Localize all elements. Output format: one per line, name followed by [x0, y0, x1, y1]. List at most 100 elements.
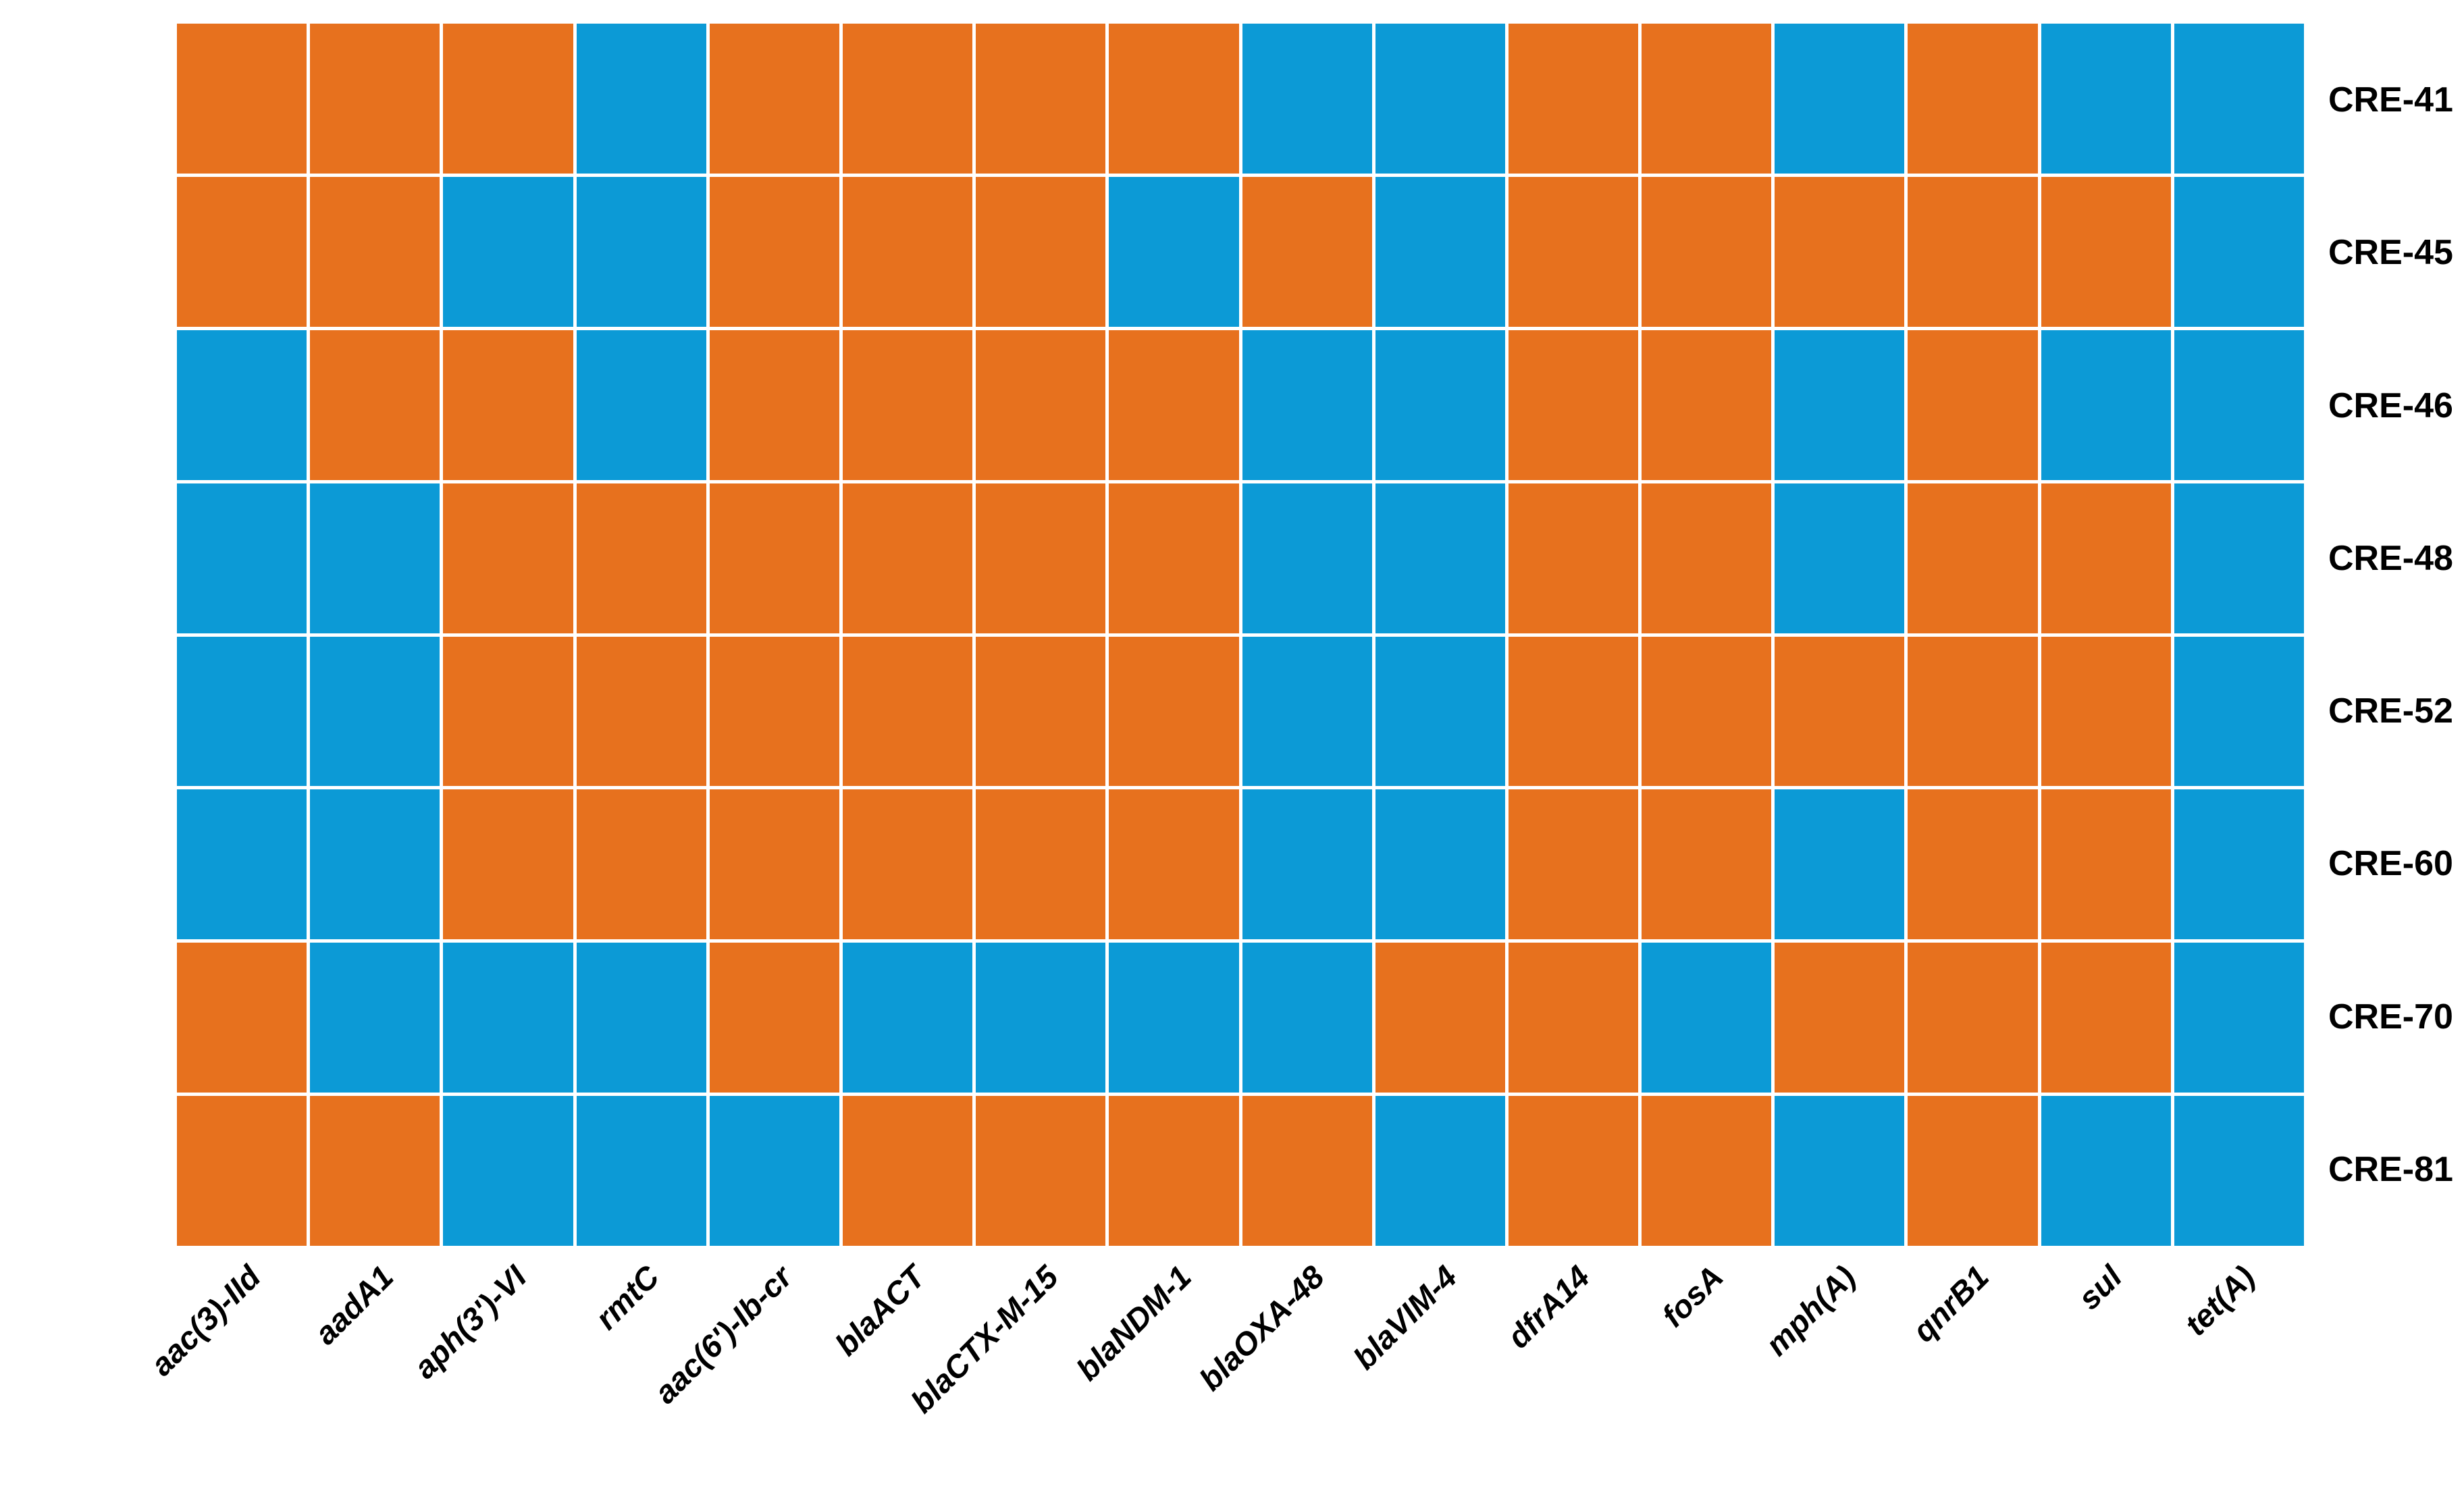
heatmap-cell: [709, 330, 839, 480]
heatmap-cell: [443, 176, 573, 327]
heatmap-cell: [709, 1096, 839, 1246]
heatmap-cell: [310, 24, 440, 174]
heatmap-cell: [1775, 636, 1905, 787]
heatmap-cell: [1775, 24, 1905, 174]
heatmap-cell: [1508, 943, 1639, 1093]
x-tick-label: blaOXA-48: [1192, 1258, 1331, 1398]
heatmap-cell: [1908, 1096, 2038, 1246]
heatmap-cell: [443, 943, 573, 1093]
heatmap-cell: [1242, 176, 1372, 327]
heatmap-cell: [2174, 24, 2304, 174]
heatmap-cell: [576, 24, 706, 174]
heatmap-cell: [1642, 1096, 1772, 1246]
heatmap-cell: [1642, 636, 1772, 787]
heatmap-cell: [1242, 483, 1372, 633]
y-tick-label: CRE-41: [2328, 80, 2453, 120]
y-tick-label: CRE-45: [2328, 233, 2453, 273]
heatmap-cell: [1508, 483, 1639, 633]
heatmap-cell: [2174, 176, 2304, 327]
heatmap-cell: [1375, 1096, 1505, 1246]
heatmap-cell: [1775, 1096, 1905, 1246]
x-tick-label: blaACT: [828, 1258, 933, 1363]
heatmap-cell: [1908, 789, 2038, 940]
heatmap-cell: [1109, 483, 1239, 633]
heatmap-cell: [177, 636, 307, 787]
heatmap-cell: [1908, 330, 2038, 480]
heatmap-cell: [2041, 789, 2171, 940]
x-tick-label: aph(3')-VI: [406, 1258, 533, 1386]
heatmap-cell: [1109, 330, 1239, 480]
heatmap-cell: [842, 789, 973, 940]
heatmap-cell: [842, 24, 973, 174]
heatmap-cell: [177, 483, 307, 633]
heatmap-cell: [842, 636, 973, 787]
heatmap-cell: [576, 483, 706, 633]
x-tick-label: aac(3)-IId: [143, 1258, 267, 1383]
heatmap-cell: [2041, 176, 2171, 327]
heatmap-cell: [443, 24, 573, 174]
heatmap-cell: [1242, 330, 1372, 480]
y-tick-label: CRE-52: [2328, 691, 2453, 731]
heatmap-cell: [976, 1096, 1106, 1246]
x-tick-label: sul: [2070, 1258, 2129, 1317]
x-tick-label: dfrA14: [1500, 1258, 1597, 1355]
heatmap-cell: [976, 636, 1106, 787]
heatmap-cell: [1775, 176, 1905, 327]
x-tick-label: blaNDM-1: [1069, 1258, 1198, 1388]
y-tick-label: CRE-81: [2328, 1149, 2453, 1189]
heatmap-cell: [576, 330, 706, 480]
heatmap-cell: [2041, 483, 2171, 633]
heatmap-cell: [1242, 24, 1372, 174]
heatmap-cell: [443, 483, 573, 633]
heatmap-cell: [310, 176, 440, 327]
y-tick-label: CRE-60: [2328, 844, 2453, 884]
heatmap-cell: [443, 1096, 573, 1246]
heatmap-cell: [310, 330, 440, 480]
heatmap-cell: [2174, 789, 2304, 940]
y-tick-label: CRE-48: [2328, 538, 2453, 578]
heatmap-cell: [976, 24, 1106, 174]
heatmap-cell: [1375, 789, 1505, 940]
x-tick-label: mph(A): [1758, 1258, 1863, 1363]
heatmap-cell: [1109, 636, 1239, 787]
heatmap-cell: [1375, 636, 1505, 787]
heatmap-cell: [1508, 330, 1639, 480]
heatmap-cell: [576, 943, 706, 1093]
heatmap-cell: [976, 330, 1106, 480]
x-tick-label: qnrB1: [1905, 1258, 1996, 1349]
heatmap-cell: [1242, 1096, 1372, 1246]
heatmap-cell: [443, 789, 573, 940]
heatmap-cell: [1908, 943, 2038, 1093]
x-tick-label: aac(6')-Ib-cr: [647, 1258, 800, 1411]
heatmap-cell: [1109, 176, 1239, 327]
heatmap-cell: [2041, 24, 2171, 174]
heatmap-cell: [1908, 176, 2038, 327]
heatmap-cell: [1508, 789, 1639, 940]
heatmap-cell: [2174, 943, 2304, 1093]
heatmap-cell: [177, 24, 307, 174]
heatmap-cell: [177, 176, 307, 327]
heatmap-cell: [1109, 1096, 1239, 1246]
heatmap-cell: [310, 789, 440, 940]
heatmap-cell: [976, 483, 1106, 633]
heatmap-cell: [1642, 483, 1772, 633]
heatmap-cell: [842, 330, 973, 480]
heatmap-cell: [2174, 330, 2304, 480]
heatmap-cell: [1908, 636, 2038, 787]
heatmap-cell: [976, 943, 1106, 1093]
x-tick-label: aadA1: [307, 1258, 400, 1352]
heatmap-cell: [842, 1096, 973, 1246]
heatmap-grid: [177, 24, 2304, 1246]
heatmap-cell: [709, 789, 839, 940]
heatmap-cell: [1508, 24, 1639, 174]
heatmap-cell: [177, 330, 307, 480]
heatmap-cell: [576, 636, 706, 787]
heatmap-cell: [842, 943, 973, 1093]
heatmap-cell: [1242, 789, 1372, 940]
y-tick-label: CRE-70: [2328, 997, 2453, 1036]
heatmap-cell: [1775, 330, 1905, 480]
x-tick-label: tet(A): [2177, 1258, 2261, 1343]
heatmap-cell: [576, 1096, 706, 1246]
heatmap-cell: [1375, 483, 1505, 633]
